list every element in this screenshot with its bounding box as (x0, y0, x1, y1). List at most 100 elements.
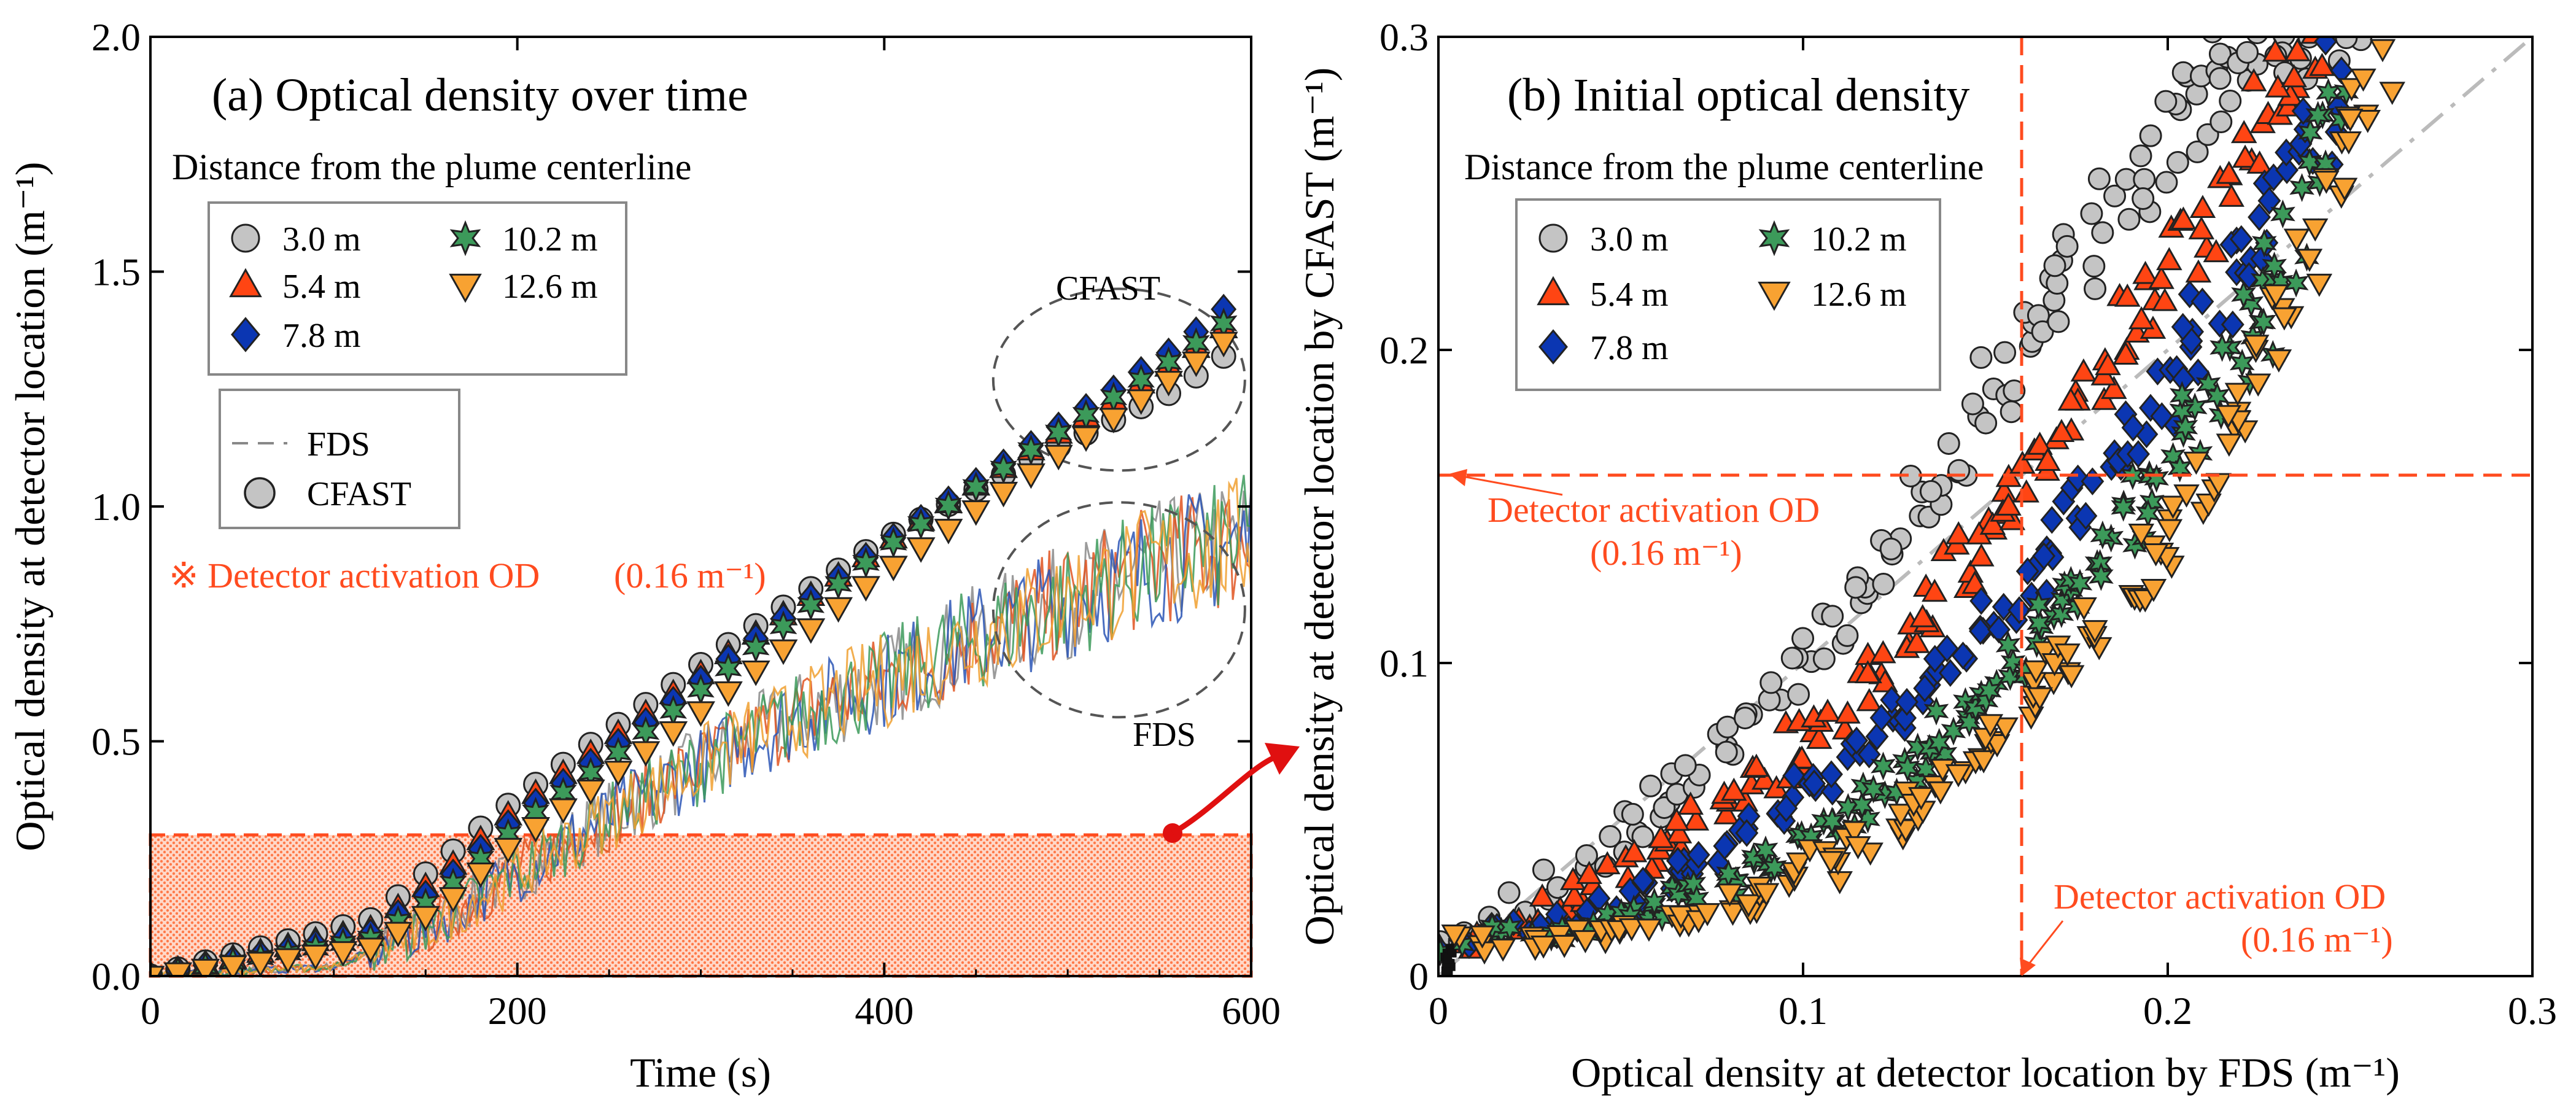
scatter-point-126 (2271, 307, 2298, 331)
legend-marker-a (229, 268, 262, 298)
scatter-point-30 (2080, 202, 2103, 225)
x-tick-label-a: 400 (855, 989, 914, 1033)
axis-ticks-a: 0 200 400 600 0.0 0.5 1.0 1.5 2.0 (91, 15, 1281, 1033)
curved-red-arrow-icon (1163, 743, 1300, 843)
scatter-point-30 (2329, 1, 2349, 21)
scatter-point-30 (1715, 740, 1738, 764)
scatter-point-126 (1530, 935, 1557, 959)
scatter-point-102 (2111, 492, 2136, 522)
scatter-point-54 (2232, 144, 2259, 168)
detector-note-a: ※ Detector activation OD (0.16 m⁻¹) (169, 556, 766, 595)
series-point-126 (521, 817, 551, 843)
scatter-point-78 (2127, 440, 2150, 468)
scatter-point-54 (2101, 376, 2127, 399)
scatter-point-30 (1937, 432, 1960, 455)
scatter-point-54 (1968, 543, 1995, 567)
scatter-point-78 (2081, 467, 2105, 495)
y-axis-label-a: Optical density at detector location (m⁻… (7, 161, 53, 851)
scatter-point-126 (2369, 39, 2396, 63)
annotation-cfast: CFAST (1056, 270, 1160, 308)
scatter-point-102 (1871, 751, 1896, 781)
scatter-point-126 (1441, 924, 1468, 948)
scatter-point-102 (2089, 562, 2114, 591)
scatter-point-30 (1599, 825, 1622, 848)
legend-marker-a (231, 223, 260, 253)
series-point-126 (163, 962, 193, 976)
scatter-point-126 (1694, 903, 1721, 926)
scatter-point-54 (2151, 287, 2178, 311)
scatter-point-30 (2087, 167, 2111, 190)
scatter-point-30 (1872, 572, 1895, 595)
scatter-point-30 (1879, 537, 1903, 560)
scatter-point-126 (2031, 641, 2058, 665)
scatter-point-102 (1995, 630, 2021, 660)
scatter-point-54 (1814, 699, 1841, 722)
scatter-point-102 (1923, 696, 1949, 726)
x-axis-label-b: Optical density at detector location by … (1571, 1049, 2400, 1096)
scatter-point-54 (2114, 283, 2141, 307)
scatter-point-126 (1845, 836, 1871, 859)
y-tick-label-b: 0.2 (1379, 328, 1429, 372)
scatter-point-78 (1782, 761, 1806, 790)
scatter-point-54 (2218, 184, 2244, 207)
scatter-point-126 (1977, 714, 2004, 737)
scatter-point-54 (1806, 726, 1833, 749)
fds-noise-line (155, 475, 1251, 976)
scatter-point-126 (1927, 781, 1954, 805)
scatter-point-54 (1663, 807, 1690, 831)
scatter-point-126 (1717, 883, 1743, 907)
scatter-point-102 (1976, 676, 2002, 705)
scatter-point-126 (2027, 687, 2053, 711)
scatter-point-78 (2257, 187, 2281, 215)
scatter-point-30 (1961, 392, 1984, 416)
scatter-point-30 (2117, 207, 2141, 231)
scatter-point-30 (1974, 411, 1998, 435)
scatter-point-54 (1922, 578, 1948, 602)
scatter-point-102 (2067, 568, 2093, 598)
scatter-point-30 (2031, 320, 2054, 343)
series-point-126 (150, 966, 165, 976)
scatter-point-54 (1961, 570, 1988, 594)
scatter-point-126 (2262, 284, 2289, 308)
scatter-point-30 (2084, 277, 2107, 300)
scatter-point-126 (1489, 938, 1516, 962)
svg-text:Detector activation OD: Detector activation OD (1488, 490, 1820, 530)
scatter-point-78 (2275, 156, 2299, 184)
series-point-126 (191, 958, 220, 976)
legend-entry-a: 3.0 m (282, 220, 361, 258)
scatter-point-102 (2305, 101, 2331, 130)
scatter-point-54 (1743, 753, 1770, 777)
scatter-point-54 (1979, 511, 2006, 535)
series-point-126 (603, 761, 633, 786)
scatter-point-30 (2277, 9, 2298, 30)
scatter-point-102 (2169, 396, 2195, 425)
scatter-point-78 (1913, 674, 1937, 702)
scatter-point-126 (2215, 405, 2242, 429)
legend-marker-a (449, 273, 482, 303)
legend-entry-b: 5.4 m (1590, 276, 1669, 314)
series-point-126 (246, 952, 275, 976)
y-tick-label-b: 0 (1409, 955, 1429, 998)
scatter-point-78 (1895, 688, 1918, 716)
scatter-point-30 (2129, 144, 2152, 168)
scatter-point-78 (1935, 634, 1959, 663)
scatter-point-78 (2040, 506, 2064, 534)
scatter-point-30 (1947, 459, 1971, 482)
scatter-point-126 (1785, 852, 1812, 876)
scatter-point-54 (1721, 777, 1747, 801)
highlight-region (149, 833, 1253, 978)
panel-a-title: (a) Optical density over time (212, 69, 748, 121)
panel-b-title: (b) Initial optical density (1507, 69, 1969, 121)
scatter-point-126 (2337, 109, 2364, 132)
x-tick-label-b: 0.1 (1779, 989, 1828, 1033)
scatter-point-30 (1621, 802, 1644, 826)
scatter-point-30 (2103, 184, 2127, 207)
series-point-126 (494, 837, 523, 864)
scatter-point-54 (2309, 53, 2335, 76)
svg-text:※ Detector activation OD: ※ Detector activation OD (169, 556, 540, 595)
legend-marker-a (449, 220, 481, 257)
scatter-point-126 (2354, 110, 2381, 133)
scatter-point-54 (2230, 120, 2257, 144)
scatter-point-78 (2229, 225, 2253, 254)
